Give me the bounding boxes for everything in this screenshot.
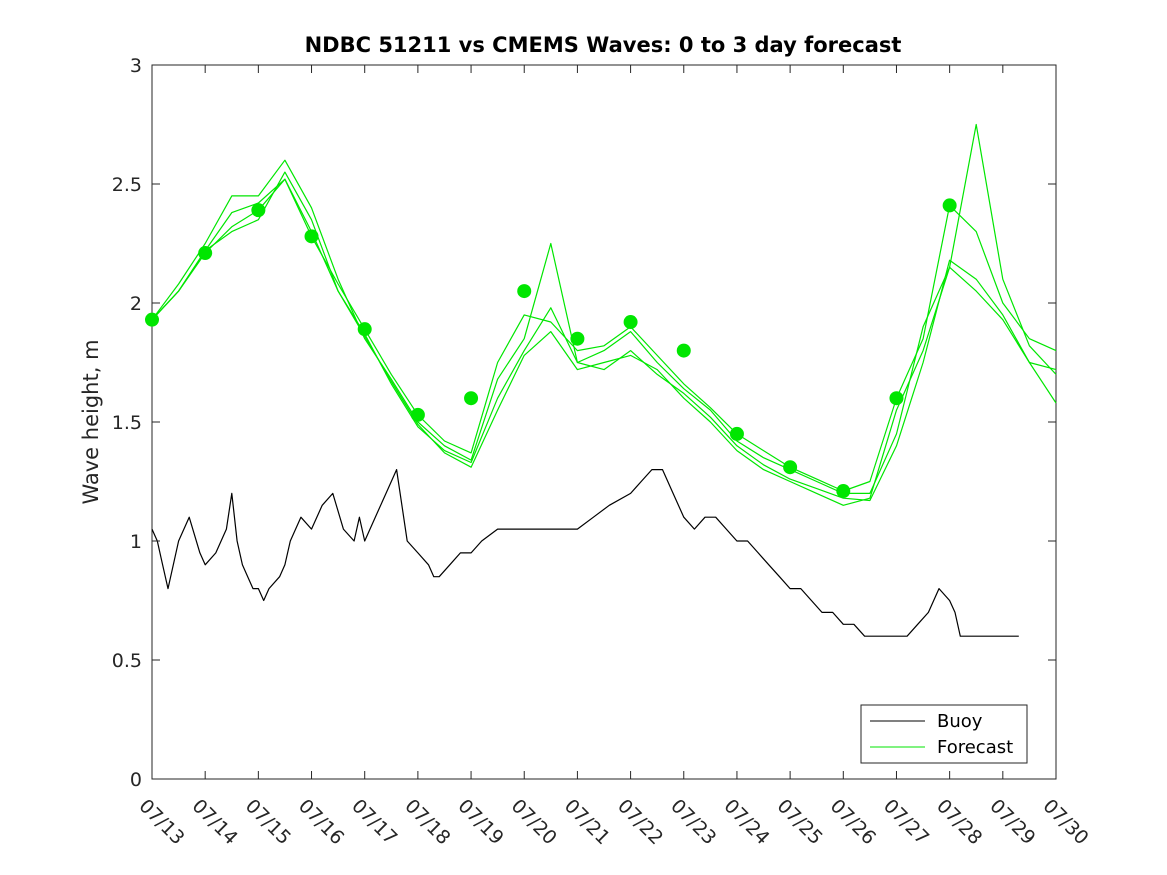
- x-tick-label: 07/15: [241, 795, 295, 849]
- legend-label-buoy: Buoy: [937, 711, 983, 732]
- x-tick-label: 07/28: [932, 795, 986, 849]
- y-tick-label: 1.5: [112, 412, 142, 434]
- x-tick-label: 07/23: [666, 795, 720, 849]
- forecast-marker: [464, 391, 479, 406]
- forecast-marker: [517, 284, 532, 299]
- forecast-marker: [198, 246, 213, 261]
- forecast-marker: [942, 198, 957, 213]
- forecast-series-line: [151, 123, 1057, 494]
- x-tick-label: 07/24: [719, 795, 773, 849]
- chart-title: NDBC 51211 vs CMEMS Waves: 0 to 3 day fo…: [305, 33, 902, 57]
- forecast-marker: [251, 203, 266, 218]
- legend-label-forecast: Forecast: [937, 737, 1013, 758]
- x-tick-label: 07/20: [507, 795, 561, 849]
- x-tick-label: 07/30: [1038, 795, 1092, 849]
- y-tick-label: 2: [130, 293, 142, 315]
- y-tick-label: 0: [130, 769, 142, 791]
- legend: Buoy Forecast: [860, 704, 1028, 764]
- x-tick-label: 07/19: [454, 795, 508, 849]
- x-tick-label: 07/16: [294, 795, 348, 849]
- x-tick-label: 07/13: [134, 795, 188, 849]
- forecast-marker: [357, 322, 372, 337]
- x-tick-label: 07/22: [613, 795, 667, 849]
- x-tick-label: 07/17: [347, 795, 401, 849]
- x-tick-label: 07/25: [773, 795, 827, 849]
- y-tick-label: 1: [130, 531, 142, 553]
- forecast-series-line: [151, 171, 1057, 502]
- forecast-marker: [783, 460, 798, 475]
- forecast-marker: [145, 312, 159, 327]
- forecast-marker: [889, 391, 904, 406]
- x-tick-label: 07/18: [400, 795, 454, 849]
- plot-frame: [151, 64, 1057, 780]
- forecast-marker: [836, 484, 851, 499]
- y-tick-label: 0.5: [112, 650, 142, 672]
- x-tick-label: 07/27: [879, 795, 933, 849]
- buoy-series-line: [151, 469, 1019, 637]
- forecast-series-line: [151, 178, 1057, 492]
- y-axis-label: Wave height, m: [79, 339, 103, 504]
- legend-box: [860, 704, 1028, 764]
- series-layer: [145, 123, 1057, 637]
- forecast-marker: [410, 407, 425, 422]
- forecast-marker: [570, 331, 585, 346]
- forecast-series-line: [151, 178, 1057, 506]
- forecast-marker: [676, 343, 691, 358]
- forecast-marker: [729, 426, 744, 441]
- x-tick-label: 07/14: [188, 795, 242, 849]
- y-tick-label: 2.5: [112, 174, 142, 196]
- x-tick-label: 07/29: [985, 795, 1039, 849]
- forecast-marker: [304, 229, 319, 244]
- forecast-marker: [623, 315, 638, 330]
- y-tick-label: 3: [130, 55, 142, 77]
- x-tick-label: 07/21: [560, 795, 614, 849]
- x-tick-label: 07/26: [826, 795, 880, 849]
